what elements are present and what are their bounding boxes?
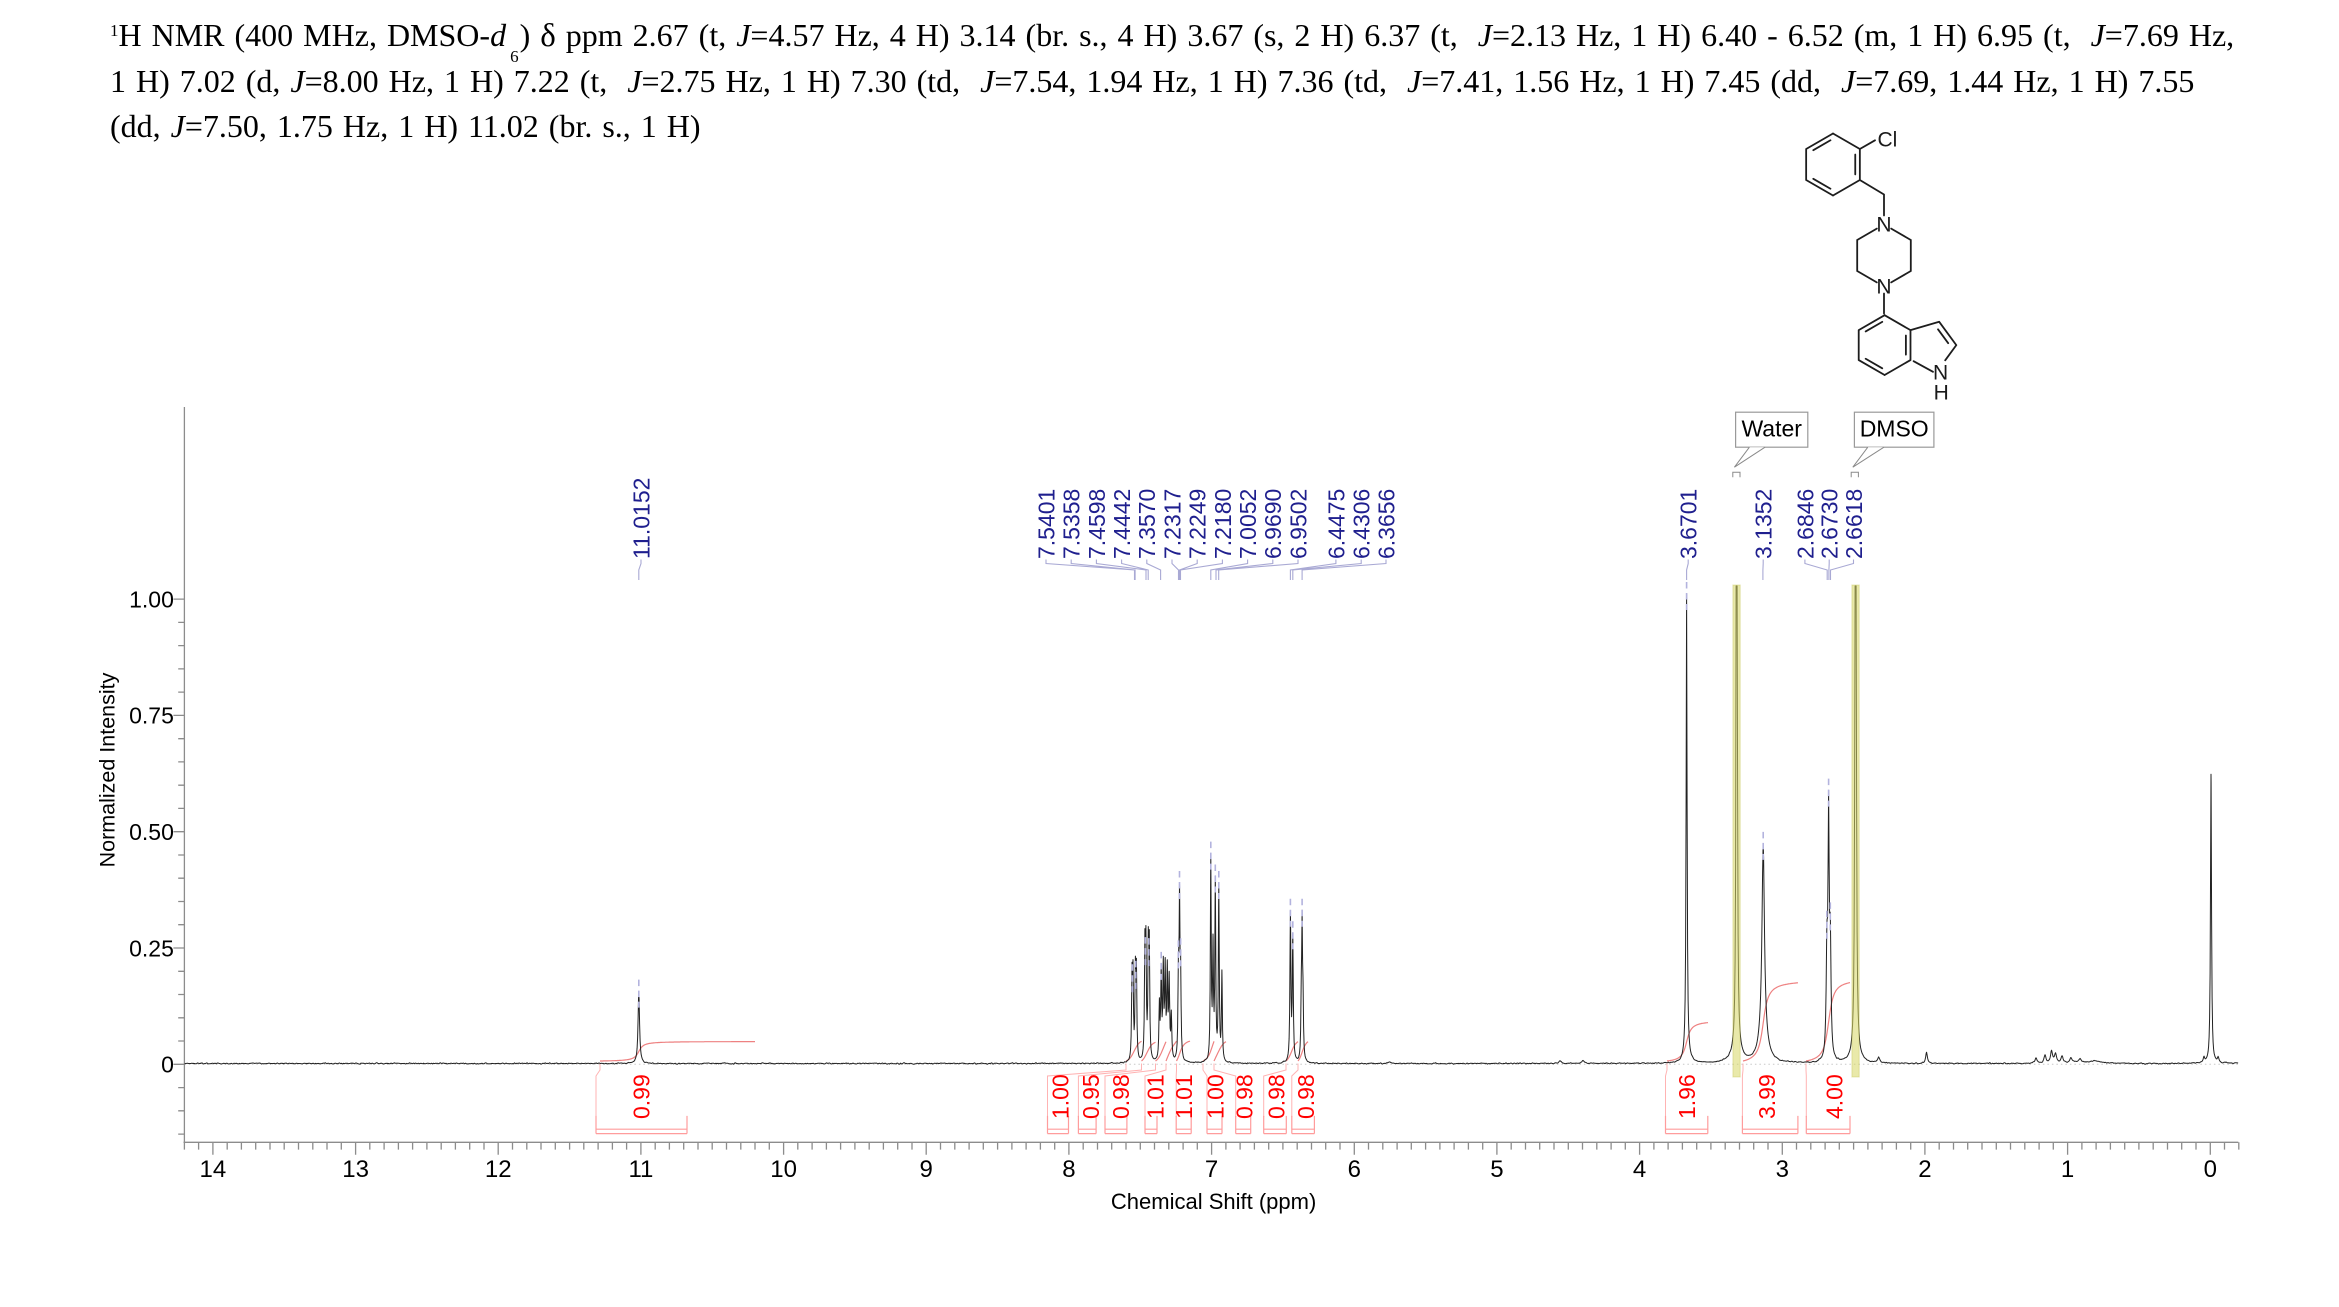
svg-text:0: 0 xyxy=(161,1052,174,1078)
svg-text:9: 9 xyxy=(920,1156,933,1183)
svg-text:1.01: 1.01 xyxy=(1171,1074,1197,1119)
svg-text:6.9690: 6.9690 xyxy=(1260,489,1286,559)
svg-text:Chemical Shift (ppm): Chemical Shift (ppm) xyxy=(1111,1189,1316,1214)
svg-text:6.4306: 6.4306 xyxy=(1349,489,1375,559)
svg-text:0.98: 0.98 xyxy=(1293,1074,1319,1119)
svg-text:7.2249: 7.2249 xyxy=(1185,489,1211,559)
svg-text:3.99: 3.99 xyxy=(1754,1074,1780,1119)
svg-text:Normalized Intensity: Normalized Intensity xyxy=(96,672,120,867)
svg-text:3.1352: 3.1352 xyxy=(1751,489,1777,559)
svg-text:13: 13 xyxy=(342,1156,369,1183)
svg-text:7.5358: 7.5358 xyxy=(1059,489,1085,559)
svg-text:N: N xyxy=(1876,276,1891,299)
svg-text:DMSO: DMSO xyxy=(1860,416,1929,442)
svg-text:7.3570: 7.3570 xyxy=(1134,489,1160,559)
svg-text:0.50: 0.50 xyxy=(129,819,174,845)
svg-text:3.6701: 3.6701 xyxy=(1676,489,1702,559)
svg-text:2.6846: 2.6846 xyxy=(1792,489,1818,559)
svg-text:6.4475: 6.4475 xyxy=(1323,489,1349,559)
svg-text:7: 7 xyxy=(1205,1156,1218,1183)
svg-text:N: N xyxy=(1876,214,1891,237)
svg-text:Cl: Cl xyxy=(1878,129,1898,152)
svg-text:7.5401: 7.5401 xyxy=(1033,489,1059,559)
svg-text:0.98: 0.98 xyxy=(1231,1074,1257,1119)
svg-text:4.00: 4.00 xyxy=(1821,1074,1847,1119)
svg-text:12: 12 xyxy=(485,1156,512,1183)
svg-text:2: 2 xyxy=(1918,1156,1931,1183)
svg-text:2.6730: 2.6730 xyxy=(1817,489,1843,559)
svg-text:1.00: 1.00 xyxy=(129,586,174,612)
svg-text:1.00: 1.00 xyxy=(1047,1074,1073,1119)
svg-text:7.4598: 7.4598 xyxy=(1084,489,1110,559)
svg-text:8: 8 xyxy=(1062,1156,1075,1183)
svg-text:7.2317: 7.2317 xyxy=(1159,489,1185,559)
svg-text:0: 0 xyxy=(2204,1156,2217,1183)
svg-text:6: 6 xyxy=(1348,1156,1361,1183)
svg-text:4: 4 xyxy=(1633,1156,1646,1183)
svg-text:Water: Water xyxy=(1741,416,1802,442)
svg-text:N: N xyxy=(1933,362,1948,385)
svg-text:1.00: 1.00 xyxy=(1203,1074,1229,1119)
svg-text:5: 5 xyxy=(1490,1156,1503,1183)
svg-text:7.2180: 7.2180 xyxy=(1210,489,1236,559)
svg-text:6.3656: 6.3656 xyxy=(1373,489,1399,559)
svg-text:3: 3 xyxy=(1776,1156,1789,1183)
svg-text:0.95: 0.95 xyxy=(1078,1074,1104,1119)
svg-text:11: 11 xyxy=(628,1156,653,1183)
svg-text:6.9502: 6.9502 xyxy=(1285,489,1311,559)
svg-text:10: 10 xyxy=(770,1156,797,1183)
svg-text:1: 1 xyxy=(2061,1156,2074,1183)
svg-text:2.6618: 2.6618 xyxy=(1841,489,1867,559)
svg-text:0.25: 0.25 xyxy=(129,935,174,961)
svg-text:14: 14 xyxy=(200,1156,227,1183)
svg-text:1.01: 1.01 xyxy=(1142,1074,1168,1119)
svg-text:7.0052: 7.0052 xyxy=(1235,489,1261,559)
svg-text:1.96: 1.96 xyxy=(1674,1074,1700,1119)
svg-text:0.75: 0.75 xyxy=(129,703,174,729)
svg-text:7.4442: 7.4442 xyxy=(1109,489,1135,559)
svg-text:0.98: 0.98 xyxy=(1108,1074,1134,1119)
svg-text:11.0152: 11.0152 xyxy=(628,478,654,559)
svg-text:0.99: 0.99 xyxy=(628,1074,654,1119)
svg-text:0.98: 0.98 xyxy=(1264,1074,1290,1119)
svg-text:H: H xyxy=(1934,382,1949,405)
